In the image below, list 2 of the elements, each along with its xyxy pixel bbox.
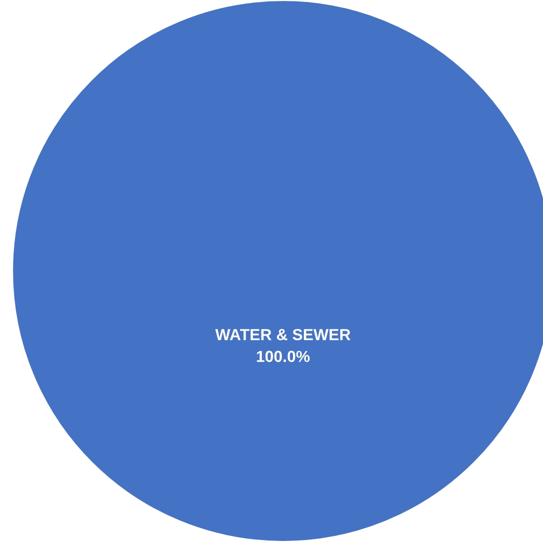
data-label: 100.0% [256, 350, 310, 362]
slice-label: WATER & SEWER [215, 328, 350, 340]
